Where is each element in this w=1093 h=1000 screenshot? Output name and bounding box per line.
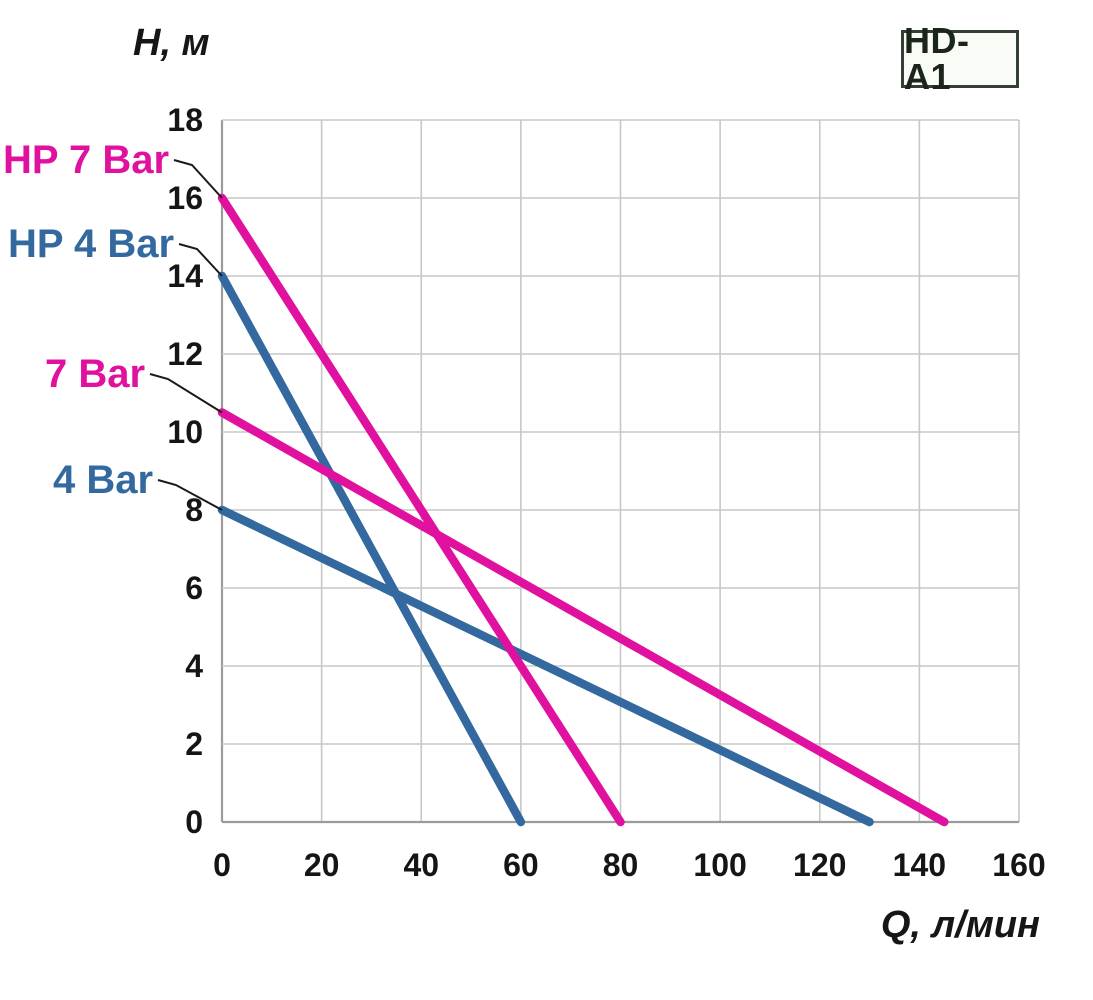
y-tick-label-0: 0 <box>185 804 203 840</box>
series-line-hp-7-bar <box>217 193 625 827</box>
y-tick-label-10: 10 <box>167 414 203 450</box>
legend-label-hp-7-bar: HP 7 Bar <box>3 138 170 182</box>
legend-leader-line-7-bar <box>149 373 223 414</box>
series-line-7-bar <box>217 408 949 827</box>
x-tick-label-120: 120 <box>793 847 846 883</box>
x-tick-label-0: 0 <box>213 847 231 883</box>
y-tick-label-6: 6 <box>185 570 203 606</box>
y-tick-label-14: 14 <box>167 258 203 294</box>
x-tick-label-100: 100 <box>693 847 746 883</box>
model-badge: HD-A1 <box>901 23 1019 95</box>
legend-leader-line-hp-7-bar <box>173 159 223 199</box>
x-tick-label-80: 80 <box>603 847 639 883</box>
x-tick-label-40: 40 <box>403 847 439 883</box>
x-tick-label-60: 60 <box>503 847 539 883</box>
y-tick-label-18: 18 <box>167 102 203 138</box>
legend-leader-line-4-bar <box>157 479 223 511</box>
x-tick-label-140: 140 <box>893 847 946 883</box>
series-line-4-bar <box>217 505 874 827</box>
x-tick-label-20: 20 <box>304 847 340 883</box>
model-badge-label: HD-A1 <box>904 20 970 97</box>
y-tick-label-4: 4 <box>185 648 203 684</box>
y-tick-label-16: 16 <box>167 180 203 216</box>
y-tick-label-2: 2 <box>185 726 203 762</box>
y-tick-label-8: 8 <box>185 492 203 528</box>
x-tick-label-160: 160 <box>992 847 1045 883</box>
x-axis-title: Q, л/мин <box>880 904 1040 946</box>
y-axis-title: H, м <box>133 22 210 64</box>
series-line-hp-4-bar <box>217 271 526 827</box>
legend-label-hp-4-bar: HP 4 Bar <box>8 222 175 266</box>
legend-leader-line-hp-4-bar <box>178 243 223 277</box>
legend-label-4-bar: 4 Bar <box>53 458 154 502</box>
legend-label-7-bar: 7 Bar <box>45 352 146 396</box>
y-tick-label-12: 12 <box>167 336 203 372</box>
